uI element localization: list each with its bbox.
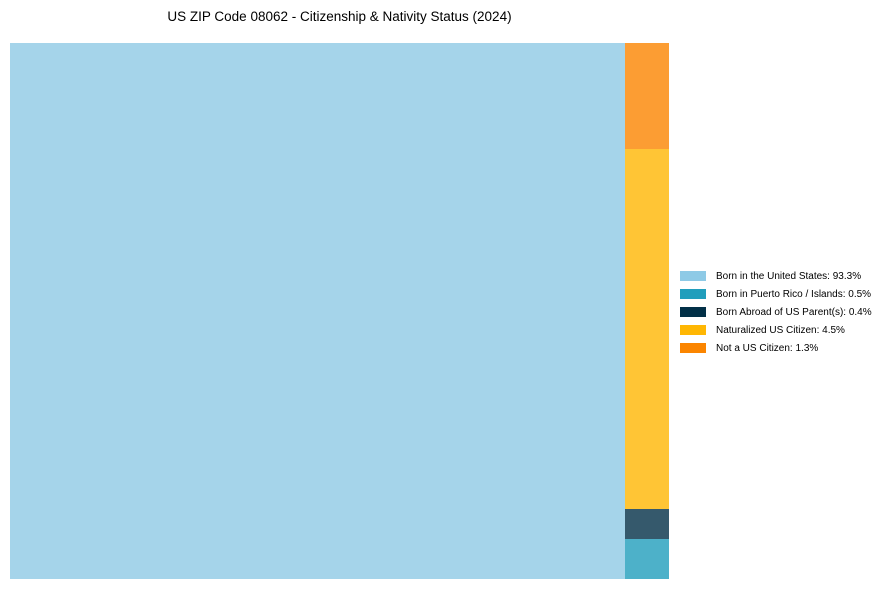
legend-item-naturalized: Naturalized US Citizen: 4.5% xyxy=(680,321,872,339)
legend-label: Born in the United States: 93.3% xyxy=(716,270,862,282)
legend-item-born-us: Born in the United States: 93.3% xyxy=(680,267,872,285)
legend-label: Not a US Citizen: 1.3% xyxy=(716,342,819,354)
legend: Born in the United States: 93.3% Born in… xyxy=(680,267,872,357)
legend-swatch xyxy=(680,343,706,353)
legend-item-born-abroad: Born Abroad of US Parent(s): 0.4% xyxy=(680,303,872,321)
legend-swatch xyxy=(680,307,706,317)
legend-swatch xyxy=(680,325,706,335)
treemap-tile-naturalized-us-citizen xyxy=(625,149,669,509)
treemap-tile-born-in-the-united-states xyxy=(10,43,625,579)
legend-label: Born Abroad of US Parent(s): 0.4% xyxy=(716,306,872,318)
treemap-tile-born-in-puerto-rico-islands xyxy=(625,539,669,579)
legend-item-not-citizen: Not a US Citizen: 1.3% xyxy=(680,339,872,357)
treemap-tile-born-abroad-of-us-parent-s xyxy=(625,509,669,539)
legend-label: Naturalized US Citizen: 4.5% xyxy=(716,324,845,336)
legend-swatch xyxy=(680,271,706,281)
legend-label: Born in Puerto Rico / Islands: 0.5% xyxy=(716,288,872,300)
treemap-tile-not-a-us-citizen xyxy=(625,43,669,149)
legend-item-born-pr: Born in Puerto Rico / Islands: 0.5% xyxy=(680,285,872,303)
chart-title: US ZIP Code 08062 - Citizenship & Nativi… xyxy=(167,9,512,24)
legend-swatch xyxy=(680,289,706,299)
